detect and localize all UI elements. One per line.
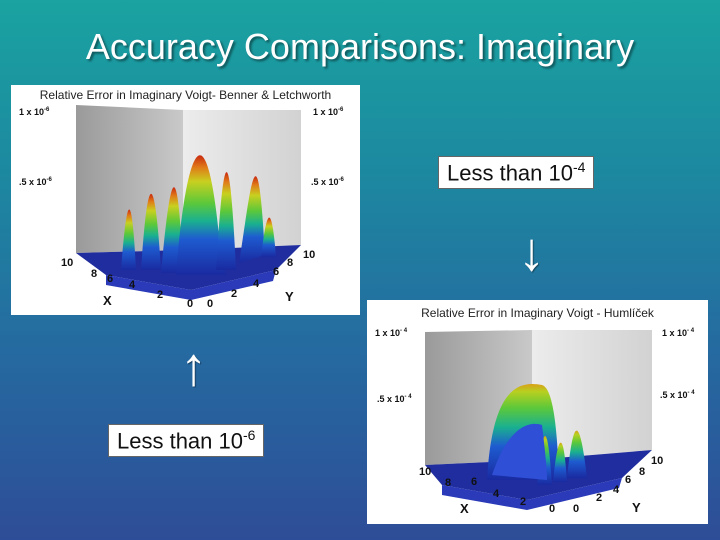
z-label-mid-left: .5 x 10- 4 — [377, 394, 412, 404]
x-tick-0: 0 — [549, 503, 556, 515]
z-label-top-right: 1 x 10- 4 — [662, 328, 695, 338]
y-tick-2: 2 — [231, 288, 238, 300]
x-tick-10: 10 — [419, 466, 432, 478]
x-tick-2: 2 — [157, 289, 164, 301]
y-tick-4: 4 — [253, 278, 260, 290]
x-tick-2: 2 — [520, 496, 527, 508]
y-tick-2: 2 — [596, 492, 603, 504]
y-tick-8: 8 — [287, 257, 294, 269]
z-label-mid-right: .5 x 10- 4 — [660, 390, 695, 400]
plot-panel-benner-letchworth: Relative Error in Imaginary Voigt- Benne… — [11, 85, 360, 315]
surface-plot-top — [76, 105, 301, 300]
y-axis-name-bottom: Y — [632, 500, 641, 515]
arrow-up-icon: ↑ — [180, 337, 207, 397]
y-axis-name-top: Y — [285, 289, 294, 304]
plot-title-top: Relative Error in Imaginary Voigt- Benne… — [39, 88, 332, 102]
y-tick-4: 4 — [613, 484, 620, 496]
x-tick-10: 10 — [61, 257, 74, 269]
y-tick-0: 0 — [573, 503, 580, 515]
y-tick-0: 0 — [207, 298, 214, 310]
z-label-top-left: 1 x 10-6 — [19, 107, 50, 117]
y-tick-6: 6 — [273, 266, 280, 278]
z-label-mid-right: .5 x 10-6 — [311, 177, 344, 187]
x-axis-name-top: X — [103, 293, 112, 308]
x-tick-4: 4 — [493, 488, 500, 500]
z-label-top-right: 1 x 10-6 — [313, 107, 344, 117]
x-tick-8: 8 — [91, 268, 98, 280]
x-tick-0: 0 — [187, 298, 194, 310]
y-tick-10: 10 — [303, 249, 316, 261]
arrow-down-icon: ↓ — [518, 222, 545, 282]
y-tick-8: 8 — [639, 466, 646, 478]
surface-plot-bottom — [425, 330, 652, 510]
z-label-top-left: 1 x 10- 4 — [375, 328, 408, 338]
plot-panel-humlicek: Relative Error in Imaginary Voigt - Huml… — [367, 300, 708, 524]
x-tick-8: 8 — [445, 477, 452, 489]
note-less-than-1e-4: Less than 10-4 — [438, 156, 595, 190]
plot-title-bottom: Relative Error in Imaginary Voigt - Huml… — [421, 306, 654, 320]
x-tick-6: 6 — [471, 476, 478, 488]
note-less-than-1e-6: Less than 10-6 — [108, 424, 265, 458]
x-tick-4: 4 — [129, 279, 136, 291]
y-tick-10: 10 — [651, 455, 664, 467]
slide-title: Accuracy Comparisons: Imaginary — [85, 26, 635, 67]
z-label-mid-left: .5 x 10-6 — [19, 177, 52, 187]
x-axis-name-bottom: X — [460, 501, 469, 516]
x-tick-6: 6 — [107, 273, 114, 285]
y-tick-6: 6 — [625, 474, 632, 486]
